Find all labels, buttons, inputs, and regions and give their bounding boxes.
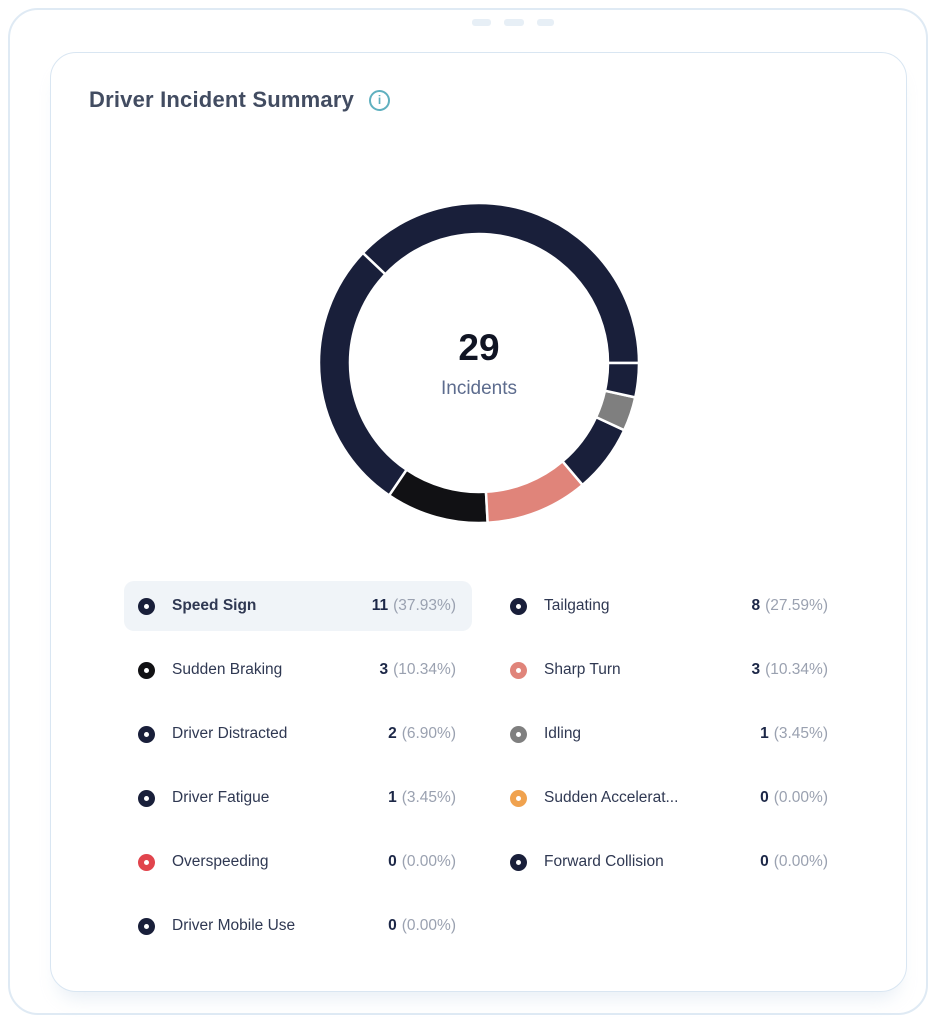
legend-marker-icon <box>510 853 527 871</box>
legend-item-driver-mobile-use[interactable]: Driver Mobile Use 0 (0.00%) <box>124 901 472 951</box>
legend-item-count: 0 <box>760 789 769 806</box>
info-icon[interactable] <box>369 89 391 111</box>
legend-item-percent: (3.45%) <box>401 789 456 806</box>
legend-item-percent: (0.00%) <box>773 853 828 870</box>
legend-item-value: 2 (6.90%) <box>388 725 456 743</box>
legend-item-label: Overspeeding <box>172 853 269 870</box>
legend-item-driver-fatigue[interactable]: Driver Fatigue 1 (3.45%) <box>124 773 472 823</box>
incident-summary-card: Driver Incident Summary 29 Incidents Spe… <box>50 52 907 992</box>
legend-item-percent: (37.93%) <box>393 597 456 614</box>
legend-item-value: 11 (37.93%) <box>372 597 456 615</box>
legend-item-label: Speed Sign <box>172 597 257 614</box>
legend-item-label: Sudden Braking <box>172 661 283 678</box>
donut-segment-tailgating[interactable] <box>317 251 409 498</box>
legend-marker-icon <box>138 597 155 615</box>
legend-item-count: 3 <box>379 661 389 678</box>
legend-item-value: 3 (10.34%) <box>751 661 828 679</box>
legend-item-label: Sharp Turn <box>544 661 621 678</box>
legend-marker-icon <box>510 597 527 615</box>
legend-item-percent: (27.59%) <box>765 597 828 614</box>
legend-item-sharp-turn[interactable]: Sharp Turn 3 (10.34%) <box>496 645 844 695</box>
legend-item-percent: (10.34%) <box>393 661 456 678</box>
legend-item-percent: (0.00%) <box>401 917 456 934</box>
legend-marker-icon <box>138 853 155 871</box>
legend: Speed Sign 11 (37.93%) Tailgating 8 (27.59%) S… <box>124 581 844 951</box>
legend-item-overspeeding[interactable]: Overspeeding 0 (0.00%) <box>124 837 472 887</box>
legend-item-count: 11 <box>371 597 389 614</box>
legend-item-driver-distracted[interactable]: Driver Distracted 2 (6.90%) <box>124 709 472 759</box>
legend-item-count: 8 <box>751 597 761 614</box>
legend-item-label: Sudden Accelerat... <box>544 789 679 806</box>
legend-item-count: 1 <box>760 725 769 742</box>
legend-item-speed-sign[interactable]: Speed Sign 11 (37.93%) <box>124 581 472 631</box>
legend-item-count: 3 <box>751 661 761 678</box>
legend-item-value: 1 (3.45%) <box>388 789 456 807</box>
legend-item-label: Forward Collision <box>544 853 664 870</box>
legend-item-value: 0 (0.00%) <box>760 789 828 807</box>
top-edge-fragment <box>504 19 524 26</box>
legend-item-percent: (6.90%) <box>401 725 456 742</box>
legend-item-label: Tailgating <box>544 597 610 614</box>
top-edge-fragment <box>537 19 554 26</box>
legend-item-tailgating[interactable]: Tailgating 8 (27.59%) <box>496 581 844 631</box>
legend-marker-icon <box>510 789 527 807</box>
card-title: Driver Incident Summary <box>89 87 355 112</box>
outer-panel: Driver Incident Summary 29 Incidents Spe… <box>8 8 928 1015</box>
legend-item-value: 3 (10.34%) <box>379 661 456 679</box>
card-header: Driver Incident Summary <box>89 87 391 113</box>
legend-item-count: 0 <box>388 917 397 934</box>
top-edge-fragment <box>472 19 491 26</box>
legend-item-count: 0 <box>388 853 397 870</box>
donut-segment-speed-sign[interactable] <box>361 201 641 365</box>
donut-segment-sudden-braking[interactable] <box>387 468 489 525</box>
legend-marker-icon <box>138 789 155 807</box>
legend-item-label: Driver Distracted <box>172 725 288 742</box>
legend-item-value: 1 (3.45%) <box>760 725 828 743</box>
legend-item-idling[interactable]: Idling 1 (3.45%) <box>496 709 844 759</box>
legend-marker-icon <box>510 725 527 743</box>
legend-item-label: Idling <box>544 725 582 742</box>
legend-item-value: 0 (0.00%) <box>388 917 456 935</box>
legend-marker-icon <box>510 661 527 679</box>
legend-marker-icon <box>138 917 155 935</box>
legend-item-percent: (10.34%) <box>765 661 828 678</box>
legend-item-percent: (0.00%) <box>401 853 456 870</box>
legend-item-sudden-accelerat[interactable]: Sudden Accelerat... 0 (0.00%) <box>496 773 844 823</box>
legend-item-value: 8 (27.59%) <box>751 597 828 615</box>
legend-item-count: 0 <box>760 853 769 870</box>
legend-item-label: Driver Fatigue <box>172 789 270 806</box>
legend-item-count: 2 <box>388 725 397 742</box>
donut-segment-driver-fatigue[interactable] <box>603 361 641 399</box>
donut-segment-sharp-turn[interactable] <box>484 459 585 525</box>
legend-item-count: 1 <box>388 789 397 806</box>
legend-item-percent: (0.00%) <box>773 789 828 806</box>
legend-marker-icon <box>138 661 155 679</box>
legend-item-label: Driver Mobile Use <box>172 917 296 934</box>
donut-chart-svg <box>317 201 641 525</box>
legend-item-value: 0 (0.00%) <box>388 853 456 871</box>
legend-item-value: 0 (0.00%) <box>760 853 828 871</box>
legend-item-forward-collision[interactable]: Forward Collision 0 (0.00%) <box>496 837 844 887</box>
donut-chart: 29 Incidents <box>299 183 659 543</box>
legend-marker-icon <box>138 725 155 743</box>
legend-item-sudden-braking[interactable]: Sudden Braking 3 (10.34%) <box>124 645 472 695</box>
legend-item-percent: (3.45%) <box>773 725 828 742</box>
